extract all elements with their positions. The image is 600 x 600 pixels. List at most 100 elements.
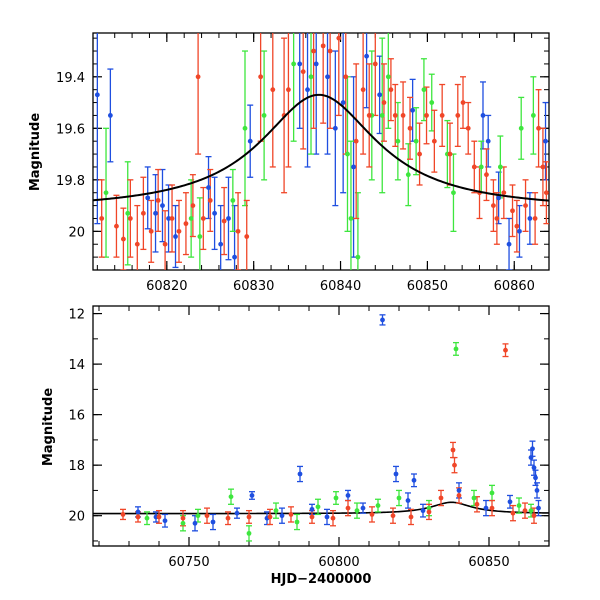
data-point [279,513,285,519]
data-point [212,210,218,216]
top-data-points [94,35,549,260]
y-tick-label: 19.6 [56,122,85,137]
data-point [232,254,237,260]
data-point [345,493,351,498]
data-point [288,512,294,517]
data-point [426,505,432,511]
data-point [166,216,171,221]
data-point [429,100,435,105]
data-point [210,519,216,525]
data-point [530,113,536,118]
data-point [348,216,354,221]
data-point [235,228,241,234]
data-point [114,223,119,229]
bottom-axis-ticks: 60750 60800 60850 12 14 16 18 20 [68,306,550,570]
data-point [400,113,406,118]
data-point [206,185,211,190]
data-point [530,446,535,452]
data-point [480,113,486,118]
data-point [325,74,330,80]
data-point [528,455,534,460]
y-tick-label: 19.8 [56,174,85,189]
data-point [474,501,480,507]
data-point [506,241,512,247]
data-point [297,61,303,67]
data-point [127,216,133,221]
data-point [230,198,236,203]
data-point [392,113,398,118]
data-point [246,530,252,536]
data-point [261,113,267,118]
data-point [413,138,419,144]
data-point [438,495,444,501]
data-point [453,346,459,352]
data-point [426,509,432,515]
data-point [320,43,326,49]
data-point [483,505,489,511]
x-tick-label: 60850 [407,279,448,294]
data-point [351,164,356,170]
data-point [247,138,253,144]
data-point [353,138,359,144]
data-point [407,125,413,131]
data-point [523,203,528,208]
data-point [221,218,227,224]
data-point [531,513,537,519]
data-point [300,69,306,75]
y-tick-label: 16 [68,409,85,424]
data-point [489,490,495,496]
data-point [273,508,279,514]
data-point [355,254,361,260]
data-point [380,317,385,323]
data-point [372,61,378,67]
y-tick-label: 12 [68,308,85,323]
microlensing-model-curve [92,93,550,202]
data-point [518,125,524,131]
data-point [270,87,276,93]
data-point [497,164,503,170]
data-point [313,61,319,67]
data-point [451,190,456,196]
data-point [297,471,303,477]
bottom-y-axis-label: Magnitude [41,388,56,467]
bottom-model-curve [93,501,550,515]
data-point [456,493,462,498]
data-point [501,190,507,196]
bottom-error-bars [120,314,542,542]
y-tick-label: 18 [68,459,85,474]
data-point [450,447,456,453]
data-point [452,462,457,468]
x-tick-label: 60860 [494,279,535,294]
data-point [332,125,338,131]
data-point [145,195,151,201]
data-point [536,125,541,131]
data-point [155,198,161,203]
data-point [99,216,105,221]
data-point [522,508,528,514]
data-point [330,515,336,521]
data-point [291,61,297,67]
data-point [395,138,401,144]
data-point [180,515,186,521]
data-point [148,228,154,234]
bottom-x-axis-label: HJD−2400000 [271,572,372,587]
x-tick-label: 60820 [146,279,187,294]
x-tick-label: 60750 [168,555,209,570]
data-point [107,113,113,118]
data-point [417,151,422,157]
data-point [375,503,381,508]
data-point [144,515,150,521]
bottom-plot-frame [92,305,550,547]
data-point [421,87,427,93]
data-point [471,495,477,501]
data-point [411,477,417,483]
full-light-curve-panel: 60750 60800 60850 12 14 16 18 20 Magnitude HJD−… [41,305,550,587]
x-tick-label: 60830 [233,279,274,294]
data-point [343,74,349,80]
data-point [180,520,186,526]
data-point [153,210,158,216]
data-point [226,216,231,221]
data-point [510,208,515,214]
data-point [309,506,315,512]
data-point [333,495,339,501]
